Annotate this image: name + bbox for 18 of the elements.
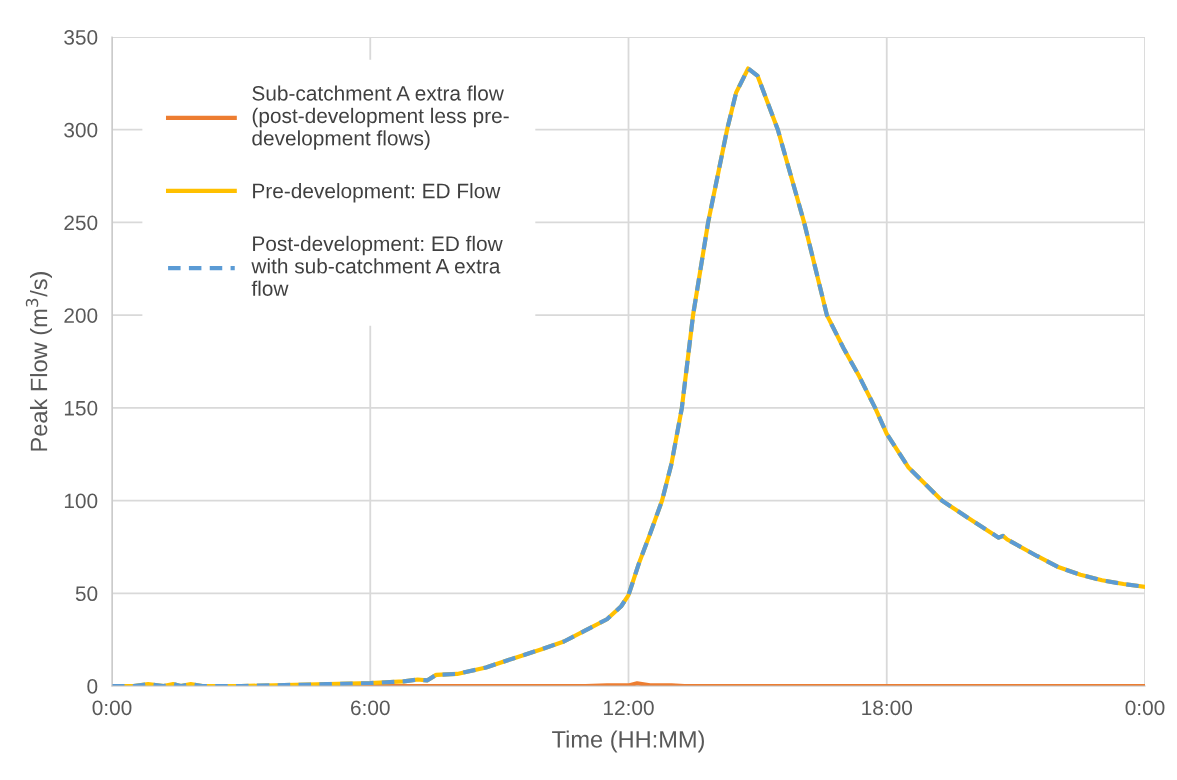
x-axis-title: Time (HH:MM) xyxy=(552,730,704,753)
y-tick-label: 200 xyxy=(64,308,98,323)
y-tick-label: 50 xyxy=(75,586,98,602)
legend-label: Pre-development: ED Flow xyxy=(253,183,501,203)
y-tick-label: 0 xyxy=(87,679,98,694)
y-tick-label: 250 xyxy=(64,215,98,231)
y-tick-label: 300 xyxy=(64,122,98,138)
y-tick-label: 350 xyxy=(64,30,98,45)
y-axis-title: Peak Flow (m$^{3}$/s) xyxy=(25,272,52,451)
x-tick-label: 0:00 xyxy=(92,700,132,716)
y-tick-label: 150 xyxy=(64,400,98,416)
x-tick-label: 18:00 xyxy=(862,700,912,716)
x-tick-label: 6:00 xyxy=(351,700,390,716)
y-tick-label: 100 xyxy=(64,493,98,509)
x-tick-label: 12:00 xyxy=(604,700,654,716)
legend-label: Post-development: ED flow with sub-catchment A extra flow xyxy=(251,235,503,296)
legend-label: Sub-catchment A extra flow (post-development less pre- development flows) xyxy=(252,85,509,150)
x-tick-label: 0:00 xyxy=(1125,700,1165,716)
